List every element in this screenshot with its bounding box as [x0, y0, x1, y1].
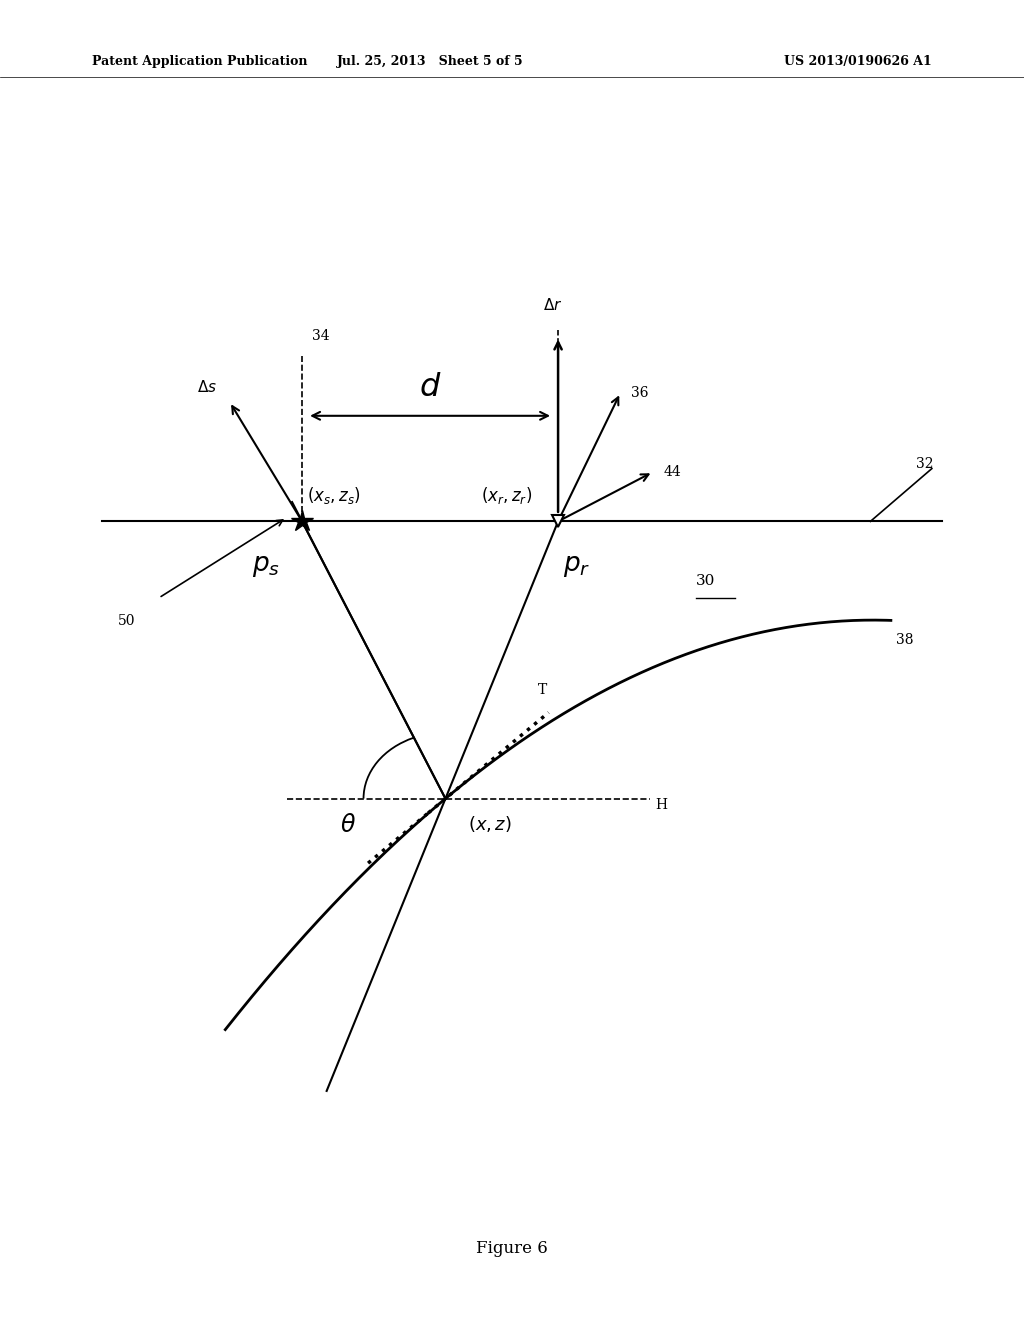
Text: $\theta$: $\theta$ — [340, 813, 356, 837]
Text: $p_s$: $p_s$ — [252, 554, 281, 579]
Text: T: T — [539, 682, 548, 697]
Text: US 2013/0190626 A1: US 2013/0190626 A1 — [784, 55, 932, 69]
Text: $\Delta s$: $\Delta s$ — [198, 379, 217, 395]
Text: 38: 38 — [896, 634, 913, 647]
Text: 34: 34 — [312, 329, 330, 343]
Text: $p_r$: $p_r$ — [563, 554, 591, 579]
Text: 32: 32 — [916, 457, 934, 471]
Text: 36: 36 — [631, 385, 648, 400]
Text: 44: 44 — [664, 465, 681, 479]
Text: Patent Application Publication: Patent Application Publication — [92, 55, 307, 69]
Text: 50: 50 — [118, 614, 135, 628]
Text: $(x, z)$: $(x, z)$ — [468, 814, 512, 834]
Text: $\Delta r$: $\Delta r$ — [543, 297, 563, 313]
Text: Jul. 25, 2013   Sheet 5 of 5: Jul. 25, 2013 Sheet 5 of 5 — [337, 55, 523, 69]
Text: $(x_s, z_s)$: $(x_s, z_s)$ — [307, 484, 361, 506]
Text: H: H — [655, 799, 668, 812]
Text: 30: 30 — [696, 574, 716, 589]
Text: $(x_r, z_r)$: $(x_r, z_r)$ — [481, 484, 532, 506]
Text: $d$: $d$ — [419, 372, 441, 403]
Text: Figure 6: Figure 6 — [476, 1239, 548, 1257]
